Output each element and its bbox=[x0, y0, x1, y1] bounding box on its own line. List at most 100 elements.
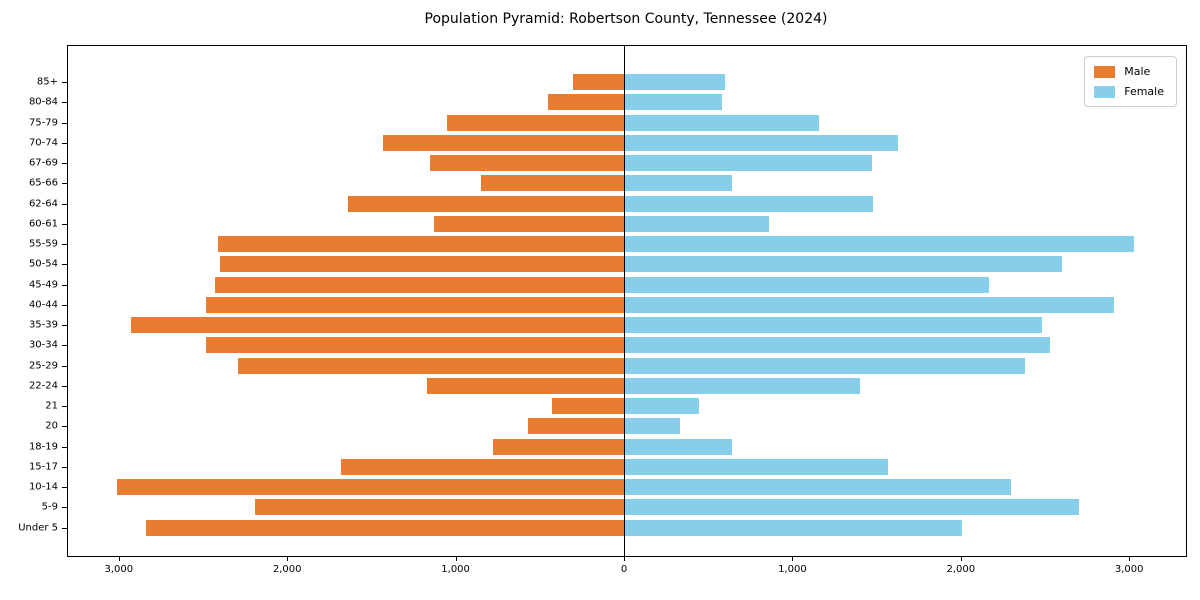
y-axis-label: 35-39 bbox=[28, 319, 58, 331]
legend-entry: Female bbox=[1094, 85, 1164, 98]
y-tick-mark bbox=[62, 122, 67, 124]
female-bar bbox=[624, 398, 699, 415]
female-bar bbox=[624, 458, 889, 475]
y-tick-mark bbox=[62, 183, 67, 185]
age-row: 40-44 bbox=[29, 295, 1186, 315]
age-row: 85+ bbox=[37, 72, 1186, 92]
y-tick-mark bbox=[62, 487, 67, 489]
y-axis-label: 21 bbox=[45, 400, 58, 412]
y-axis-label: 22-24 bbox=[28, 380, 58, 392]
y-tick-mark bbox=[62, 82, 67, 84]
x-tick-label: 2,000 bbox=[946, 564, 976, 575]
y-axis-label: 40-44 bbox=[28, 299, 58, 311]
male-bar bbox=[145, 519, 624, 536]
legend-label: Male bbox=[1124, 65, 1151, 78]
y-tick-mark bbox=[62, 365, 67, 367]
female-bar bbox=[624, 195, 874, 212]
legend-swatch-icon bbox=[1094, 85, 1116, 98]
x-tick-mark bbox=[624, 556, 625, 561]
female-bar bbox=[624, 377, 860, 394]
y-axis-label: 60-61 bbox=[28, 218, 58, 230]
y-tick-mark bbox=[62, 304, 67, 306]
bars-container: 85+ 80-84 75-79 70-74 67-69 65-66 62-64 60-61 55… bbox=[18, 46, 1186, 556]
y-axis-label: 65-66 bbox=[28, 177, 58, 189]
male-bar bbox=[528, 418, 624, 435]
female-bar bbox=[624, 175, 732, 192]
male-bar bbox=[218, 236, 624, 253]
age-row: 75-79 bbox=[29, 113, 1186, 133]
female-bar bbox=[624, 215, 769, 232]
female-bar bbox=[624, 236, 1135, 253]
y-tick-mark bbox=[62, 102, 67, 104]
y-axis-label: 50-54 bbox=[28, 258, 58, 270]
female-bar bbox=[624, 74, 726, 91]
y-axis-label: 62-64 bbox=[28, 198, 58, 210]
female-bar bbox=[624, 317, 1042, 334]
y-tick-mark bbox=[62, 345, 67, 347]
age-row: 15-17 bbox=[29, 457, 1186, 477]
y-axis-label: 55-59 bbox=[28, 238, 58, 250]
male-bar bbox=[430, 155, 624, 172]
male-bar bbox=[130, 317, 624, 334]
female-bar bbox=[624, 337, 1051, 354]
x-tick-mark bbox=[1129, 556, 1131, 561]
y-tick-mark bbox=[62, 426, 67, 428]
age-row: 45-49 bbox=[29, 275, 1186, 295]
y-axis-label: 15-17 bbox=[28, 461, 58, 473]
chart-title: Population Pyramid: Robertson County, Te… bbox=[424, 11, 828, 27]
age-row: 21 bbox=[45, 396, 1186, 416]
male-bar bbox=[206, 337, 624, 354]
age-row: 50-54 bbox=[29, 254, 1186, 274]
y-tick-mark bbox=[62, 466, 67, 468]
female-bar bbox=[624, 276, 990, 293]
y-axis-label: 5-9 bbox=[41, 501, 58, 513]
female-bar bbox=[624, 479, 1012, 496]
y-tick-mark bbox=[62, 244, 67, 246]
female-bar bbox=[624, 296, 1115, 313]
male-bar bbox=[238, 357, 624, 374]
y-axis-label: 18-19 bbox=[28, 441, 58, 453]
female-bar bbox=[624, 418, 681, 435]
x-tick-mark bbox=[455, 556, 457, 561]
y-axis-label: 10-14 bbox=[28, 481, 58, 493]
female-bar bbox=[624, 114, 820, 131]
zero-axis-line bbox=[624, 46, 625, 556]
age-row: 35-39 bbox=[29, 315, 1186, 335]
age-row: 22-24 bbox=[29, 376, 1186, 396]
y-tick-mark bbox=[62, 284, 67, 286]
plot-area: 85+ 80-84 75-79 70-74 67-69 65-66 62-64 60-61 55… bbox=[18, 45, 1187, 575]
male-bar bbox=[206, 296, 624, 313]
male-bar bbox=[214, 276, 624, 293]
y-tick-mark bbox=[62, 507, 67, 509]
y-tick-mark bbox=[62, 264, 67, 266]
x-tick-label: 3,000 bbox=[1114, 564, 1144, 575]
x-tick-label: 3,000 bbox=[104, 564, 134, 575]
y-axis-label: 75-79 bbox=[28, 117, 58, 129]
age-row: 65-66 bbox=[29, 173, 1186, 193]
y-axis-label: 30-34 bbox=[28, 339, 58, 351]
x-tick-label: 2,000 bbox=[272, 564, 302, 575]
legend-swatch-icon bbox=[1094, 65, 1116, 78]
female-bar bbox=[624, 519, 963, 536]
y-tick-mark bbox=[62, 223, 67, 225]
male-bar bbox=[426, 377, 624, 394]
male-bar bbox=[433, 215, 624, 232]
female-bar bbox=[624, 357, 1025, 374]
age-row: 30-34 bbox=[29, 335, 1186, 355]
male-bar bbox=[548, 94, 624, 111]
age-row: 5-9 bbox=[42, 497, 1186, 517]
y-axis-label: 25-29 bbox=[28, 360, 58, 372]
male-bar bbox=[551, 398, 624, 415]
age-row: 10-14 bbox=[29, 477, 1186, 497]
age-row: 70-74 bbox=[29, 133, 1186, 153]
male-bar bbox=[573, 74, 624, 91]
age-row: Under 5 bbox=[18, 518, 1186, 538]
y-tick-mark bbox=[62, 385, 67, 387]
age-row: 60-61 bbox=[29, 214, 1186, 234]
age-row: 20 bbox=[45, 416, 1186, 436]
male-bar bbox=[117, 479, 624, 496]
y-axis-label: 80-84 bbox=[28, 96, 58, 108]
male-bar bbox=[383, 134, 624, 151]
female-bar bbox=[624, 155, 872, 172]
